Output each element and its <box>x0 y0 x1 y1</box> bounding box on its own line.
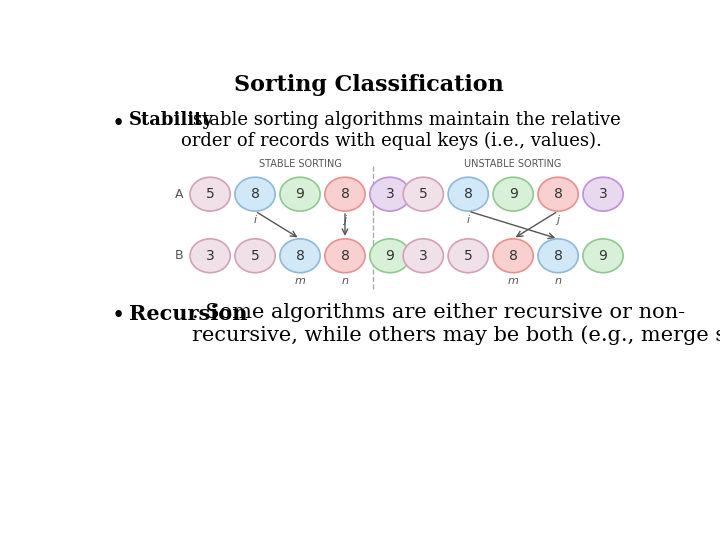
Text: B: B <box>388 249 397 262</box>
Ellipse shape <box>235 239 275 273</box>
Ellipse shape <box>538 239 578 273</box>
Text: Sorting Classification: Sorting Classification <box>234 74 504 96</box>
Text: 3: 3 <box>419 249 428 263</box>
Text: A: A <box>175 188 184 201</box>
Text: 9: 9 <box>385 249 395 263</box>
Text: : stable sorting algorithms maintain the relative
order of records with equal ke: : stable sorting algorithms maintain the… <box>181 111 621 150</box>
Ellipse shape <box>448 177 488 211</box>
Text: 8: 8 <box>341 187 349 201</box>
Text: i: i <box>253 215 256 225</box>
Text: 5: 5 <box>206 187 215 201</box>
Text: 5: 5 <box>464 249 472 263</box>
Ellipse shape <box>325 239 365 273</box>
Text: 9: 9 <box>509 187 518 201</box>
Text: •: • <box>112 305 125 327</box>
Text: 8: 8 <box>554 249 562 263</box>
Ellipse shape <box>448 239 488 273</box>
Text: m: m <box>294 276 305 286</box>
Text: j: j <box>343 215 346 225</box>
Text: Recursion: Recursion <box>129 303 247 323</box>
Text: j: j <box>557 215 559 225</box>
Text: 8: 8 <box>509 249 518 263</box>
Ellipse shape <box>403 177 444 211</box>
Text: STABLE SORTING: STABLE SORTING <box>258 159 341 169</box>
Ellipse shape <box>190 177 230 211</box>
Text: 5: 5 <box>419 187 428 201</box>
Text: n: n <box>341 276 348 286</box>
Text: 3: 3 <box>385 187 395 201</box>
Ellipse shape <box>370 239 410 273</box>
Ellipse shape <box>325 177 365 211</box>
Text: Stability: Stability <box>129 111 214 129</box>
Ellipse shape <box>235 177 275 211</box>
Text: 3: 3 <box>206 249 215 263</box>
Text: 5: 5 <box>251 249 259 263</box>
Ellipse shape <box>370 177 410 211</box>
Ellipse shape <box>538 177 578 211</box>
Text: 8: 8 <box>296 249 305 263</box>
Text: . Some algorithms are either recursive or non-
recursive, while others may be bo: . Some algorithms are either recursive o… <box>192 303 720 345</box>
Text: 8: 8 <box>554 187 562 201</box>
Text: 8: 8 <box>251 187 259 201</box>
Text: n: n <box>554 276 562 286</box>
Text: 3: 3 <box>598 187 608 201</box>
Text: A: A <box>388 188 397 201</box>
Text: 9: 9 <box>296 187 305 201</box>
Text: 8: 8 <box>464 187 472 201</box>
Ellipse shape <box>493 177 534 211</box>
Text: B: B <box>175 249 184 262</box>
Ellipse shape <box>190 239 230 273</box>
Ellipse shape <box>493 239 534 273</box>
Text: m: m <box>508 276 518 286</box>
Text: 8: 8 <box>341 249 349 263</box>
Ellipse shape <box>583 239 624 273</box>
Ellipse shape <box>280 177 320 211</box>
Text: •: • <box>112 112 125 134</box>
Ellipse shape <box>403 239 444 273</box>
Text: UNSTABLE SORTING: UNSTABLE SORTING <box>464 159 562 169</box>
Text: 9: 9 <box>598 249 608 263</box>
Ellipse shape <box>583 177 624 211</box>
Ellipse shape <box>280 239 320 273</box>
Text: i: i <box>467 215 469 225</box>
